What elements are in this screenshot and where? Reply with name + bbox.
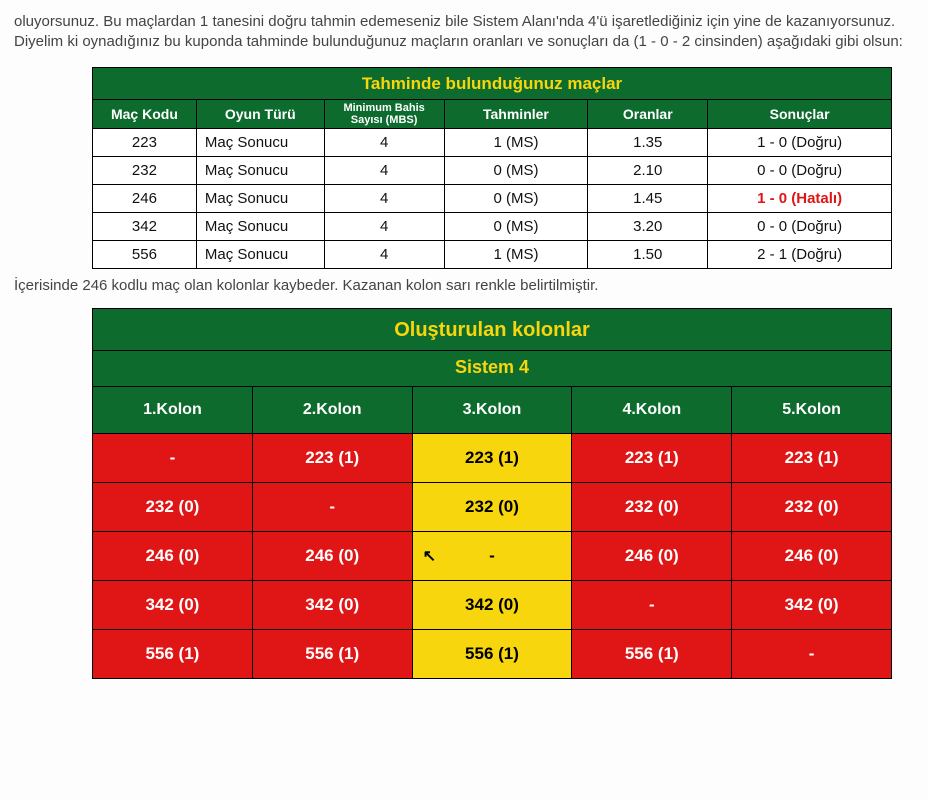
cell-tahmin: 0 (MS) — [444, 212, 588, 240]
table-row: 556 (1)556 (1)556 (1)556 (1)- — [93, 629, 892, 678]
column-cell: 246 (0) — [732, 531, 892, 580]
column-cell: ↖- — [412, 531, 572, 580]
column-cell: 232 (0) — [412, 482, 572, 531]
column-cell: 246 (0) — [93, 531, 253, 580]
col-header-tahmin: Tahminler — [444, 99, 588, 128]
table-row: 342 (0)342 (0)342 (0)-342 (0) — [93, 580, 892, 629]
columns-title-row: Oluşturulan kolonlar — [93, 308, 892, 350]
cell-oran: 1.50 — [588, 240, 708, 268]
table-title: Tahminde bulunduğunuz maçlar — [93, 67, 892, 99]
table-title-row: Tahminde bulunduğunuz maçlar — [93, 67, 892, 99]
cell-kod: 232 — [93, 156, 197, 184]
cell-kod: 556 — [93, 240, 197, 268]
cell-oran: 1.35 — [588, 128, 708, 156]
cell-kod: 342 — [93, 212, 197, 240]
middle-paragraph: İçerisinde 246 kodlu maç olan kolonlar k… — [14, 277, 914, 294]
cell-oran: 3.20 — [588, 212, 708, 240]
col-header-sonuc: Sonuçlar — [708, 99, 892, 128]
cell-tahmin: 1 (MS) — [444, 240, 588, 268]
cell-kod: 223 — [93, 128, 197, 156]
cursor-icon: ↖ — [423, 546, 436, 566]
cell-tur: Maç Sonucu — [196, 240, 324, 268]
cell-tur: Maç Sonucu — [196, 212, 324, 240]
column-cell: 556 (1) — [412, 629, 572, 678]
column-header: 4.Kolon — [572, 386, 732, 433]
col-header-kod: Maç Kodu — [93, 99, 197, 128]
column-cell: - — [732, 629, 892, 678]
column-cell: - — [93, 433, 253, 482]
column-cell: 246 (0) — [572, 531, 732, 580]
cell-tahmin: 0 (MS) — [444, 184, 588, 212]
column-header: 3.Kolon — [412, 386, 572, 433]
column-header: 2.Kolon — [252, 386, 412, 433]
column-cell: 556 (1) — [93, 629, 253, 678]
columns-table: Oluşturulan kolonlar Sistem 4 1.Kolon2.K… — [92, 308, 892, 679]
column-cell: 342 (0) — [252, 580, 412, 629]
cell-oran: 1.45 — [588, 184, 708, 212]
cell-tahmin: 0 (MS) — [444, 156, 588, 184]
column-header: 1.Kolon — [93, 386, 253, 433]
cell-tur: Maç Sonucu — [196, 184, 324, 212]
col-header-oran: Oranlar — [588, 99, 708, 128]
column-cell: 232 (0) — [572, 482, 732, 531]
cell-mbs: 4 — [324, 212, 444, 240]
cell-tur: Maç Sonucu — [196, 156, 324, 184]
cell-sonuc: 2 - 1 (Doğru) — [708, 240, 892, 268]
table-header-row: Maç Kodu Oyun Türü Minimum Bahis Sayısı … — [93, 99, 892, 128]
table-row: 232 (0)-232 (0)232 (0)232 (0) — [93, 482, 892, 531]
table-row: 342Maç Sonucu40 (MS)3.200 - 0 (Doğru) — [93, 212, 892, 240]
column-cell: 556 (1) — [572, 629, 732, 678]
column-cell: 223 (1) — [572, 433, 732, 482]
column-cell: 342 (0) — [412, 580, 572, 629]
predictions-table: Tahminde bulunduğunuz maçlar Maç Kodu Oy… — [92, 67, 892, 269]
col-header-tur: Oyun Türü — [196, 99, 324, 128]
columns-subtitle: Sistem 4 — [93, 350, 892, 386]
cell-mbs: 4 — [324, 156, 444, 184]
column-cell: 232 (0) — [732, 482, 892, 531]
cell-sonuc: 1 - 0 (Hatalı) — [708, 184, 892, 212]
column-cell: 223 (1) — [412, 433, 572, 482]
columns-table-wrap: Oluşturulan kolonlar Sistem 4 1.Kolon2.K… — [92, 308, 892, 679]
column-cell: 342 (0) — [732, 580, 892, 629]
cell-mbs: 4 — [324, 184, 444, 212]
table-row: 246Maç Sonucu40 (MS)1.451 - 0 (Hatalı) — [93, 184, 892, 212]
table-row: 232Maç Sonucu40 (MS)2.100 - 0 (Doğru) — [93, 156, 892, 184]
cell-sonuc: 0 - 0 (Doğru) — [708, 156, 892, 184]
predictions-table-wrap: Tahminde bulunduğunuz maçlar Maç Kodu Oy… — [92, 67, 892, 269]
table-row: -223 (1)223 (1)223 (1)223 (1) — [93, 433, 892, 482]
column-cell: 342 (0) — [93, 580, 253, 629]
column-cell: 223 (1) — [732, 433, 892, 482]
column-cell: - — [252, 482, 412, 531]
column-cell: - — [572, 580, 732, 629]
cell-sonuc: 0 - 0 (Doğru) — [708, 212, 892, 240]
cell-kod: 246 — [93, 184, 197, 212]
cell-mbs: 4 — [324, 128, 444, 156]
column-cell: 556 (1) — [252, 629, 412, 678]
intro-paragraph: oluyorsunuz. Bu maçlardan 1 tanesini doğ… — [14, 12, 914, 53]
cell-mbs: 4 — [324, 240, 444, 268]
table-row: 223Maç Sonucu41 (MS)1.351 - 0 (Doğru) — [93, 128, 892, 156]
columns-header-row: 1.Kolon2.Kolon3.Kolon4.Kolon5.Kolon — [93, 386, 892, 433]
cell-tur: Maç Sonucu — [196, 128, 324, 156]
cell-tahmin: 1 (MS) — [444, 128, 588, 156]
columns-title: Oluşturulan kolonlar — [93, 308, 892, 350]
column-cell: 246 (0) — [252, 531, 412, 580]
column-cell: 232 (0) — [93, 482, 253, 531]
cell-sonuc: 1 - 0 (Doğru) — [708, 128, 892, 156]
table-row: 246 (0)246 (0)↖-246 (0)246 (0) — [93, 531, 892, 580]
table-row: 556Maç Sonucu41 (MS)1.502 - 1 (Doğru) — [93, 240, 892, 268]
col-header-mbs: Minimum Bahis Sayısı (MBS) — [324, 99, 444, 128]
cell-oran: 2.10 — [588, 156, 708, 184]
column-header: 5.Kolon — [732, 386, 892, 433]
column-cell: 223 (1) — [252, 433, 412, 482]
columns-subtitle-row: Sistem 4 — [93, 350, 892, 386]
